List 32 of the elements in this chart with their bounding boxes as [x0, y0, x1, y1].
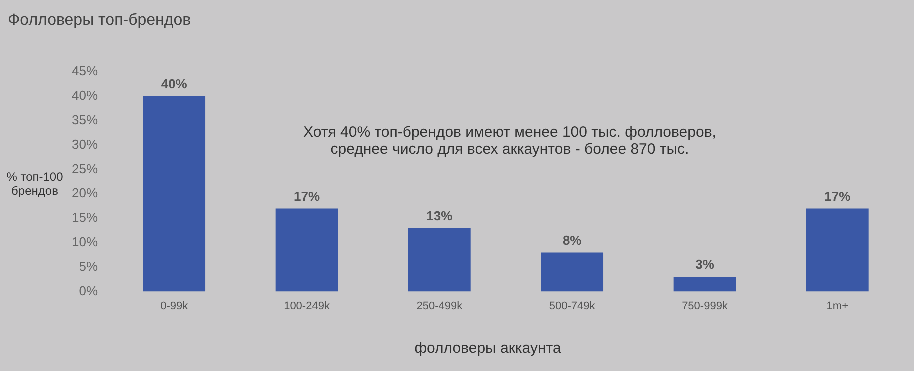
- data-label: 17%: [824, 188, 852, 204]
- y-tick-label: 20%: [72, 186, 98, 201]
- y-axis-title: % топ-100 брендов: [6, 170, 64, 198]
- y-tick-label: 30%: [72, 136, 98, 152]
- y-tick-label: 40%: [72, 88, 98, 103]
- bar: [276, 208, 338, 292]
- data-label: 13%: [426, 208, 454, 224]
- y-tick-label: 45%: [72, 64, 98, 79]
- data-label: 17%: [294, 188, 320, 204]
- y-tick-label: 10%: [72, 234, 98, 250]
- x-axis-title: фолловеры аккаунта: [414, 340, 562, 357]
- x-tick-label: 750-999k: [682, 300, 728, 312]
- y-tick-label: 35%: [72, 112, 98, 128]
- y-tick-label: 5%: [79, 258, 98, 274]
- x-tick-label: 1m+: [826, 300, 849, 312]
- bar: [806, 208, 869, 292]
- bar: [541, 252, 604, 292]
- y-tick-label: 25%: [72, 161, 98, 176]
- annotation: Хотя 40% топ-брендов имеют менее 100 тыс. фолловеров, среднее число для всех аккаунтов - более 870 тыс.: [302, 124, 718, 158]
- x-tick-label: 0-99k: [160, 300, 189, 312]
- x-tick-label: 500-749k: [549, 300, 596, 312]
- bar: [408, 228, 471, 292]
- x-tick-label: 250-499k: [416, 300, 464, 312]
- chart-title: Фолловеры топ-брендов: [8, 12, 192, 30]
- x-tick-label: 100-249k: [284, 300, 330, 312]
- bar: [674, 277, 736, 292]
- y-tick-label: 15%: [72, 210, 98, 226]
- data-label: 8%: [562, 232, 582, 248]
- data-label: 3%: [696, 257, 715, 272]
- data-label: 40%: [161, 76, 188, 92]
- bar: [143, 96, 206, 292]
- y-tick-label: 0%: [79, 283, 98, 298]
